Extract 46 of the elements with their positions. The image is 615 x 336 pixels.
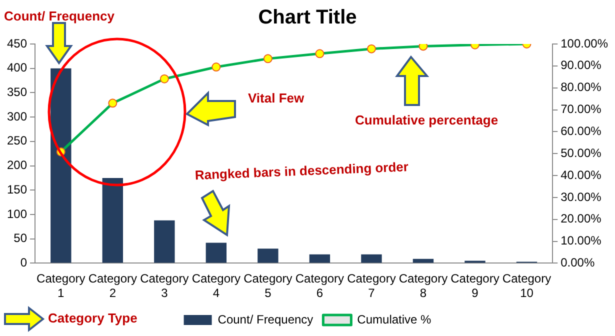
y-tick-label: 400 [6, 60, 28, 75]
text: Count/ Frequency [4, 8, 116, 24]
x-tick-label: Category 2 [88, 272, 138, 300]
y2-tick-label: 0.00% [560, 256, 595, 270]
y-tick-label: 150 [6, 182, 28, 196]
y2-tick-label: 40.00% [560, 168, 602, 182]
y-tick-label: 450 [6, 36, 28, 50]
y2-tick-label: 80.00% [560, 80, 602, 94]
x-tick-label: Category 3 [140, 272, 189, 300]
y2-tick-label: 30.00% [560, 190, 602, 204]
y-tick-label: 300 [6, 109, 28, 124]
y2-tick-label: 10.00% [560, 234, 602, 248]
bar [50, 68, 72, 263]
bar [309, 254, 330, 263]
bar [102, 178, 124, 263]
y-tick-label: 100 [6, 206, 28, 221]
annotation: Vital Few [248, 90, 305, 106]
bar [154, 220, 175, 263]
bar [258, 248, 278, 263]
y-tick-label: 350 [6, 85, 28, 100]
annotation: Cumulative percentage [355, 112, 498, 128]
y-tick-label: 50 [14, 231, 28, 246]
bar [206, 242, 227, 263]
x-tick-label: Category 6 [295, 272, 344, 300]
y-tick-label: 200 [6, 158, 28, 172]
x-tick-label: Category 9 [450, 272, 500, 300]
y2-tick-label: 20.00% [560, 212, 602, 226]
x-tick-label: Category 8 [398, 272, 448, 300]
x-tick-label: Category 1 [36, 272, 86, 300]
x-tick-label: Category 4 [192, 272, 241, 300]
x-tick-label: Category 7 [347, 272, 396, 300]
y2-tick-label: 90.00% [560, 58, 602, 72]
text: Category Type [48, 310, 138, 326]
legend-label: Cumulative % [357, 312, 432, 326]
y2-tick-label: 60.00% [560, 124, 602, 138]
y2-tick-label: 50.00% [560, 146, 602, 160]
legend-label: Count/ Frequency [218, 312, 314, 326]
chart-title: Chart Title [258, 6, 357, 29]
x-tick-label: Category 5 [244, 272, 292, 300]
y2-tick-label: 100.00% [560, 36, 608, 50]
x-tick-label: Category 10 [502, 272, 552, 300]
bar [361, 254, 382, 263]
y2-tick-label: 70.00% [560, 102, 602, 116]
annotation: Rangked bars in descending order [194, 159, 409, 183]
y-tick-label: 250 [6, 134, 28, 148]
y-tick-label: 0 [20, 256, 28, 270]
